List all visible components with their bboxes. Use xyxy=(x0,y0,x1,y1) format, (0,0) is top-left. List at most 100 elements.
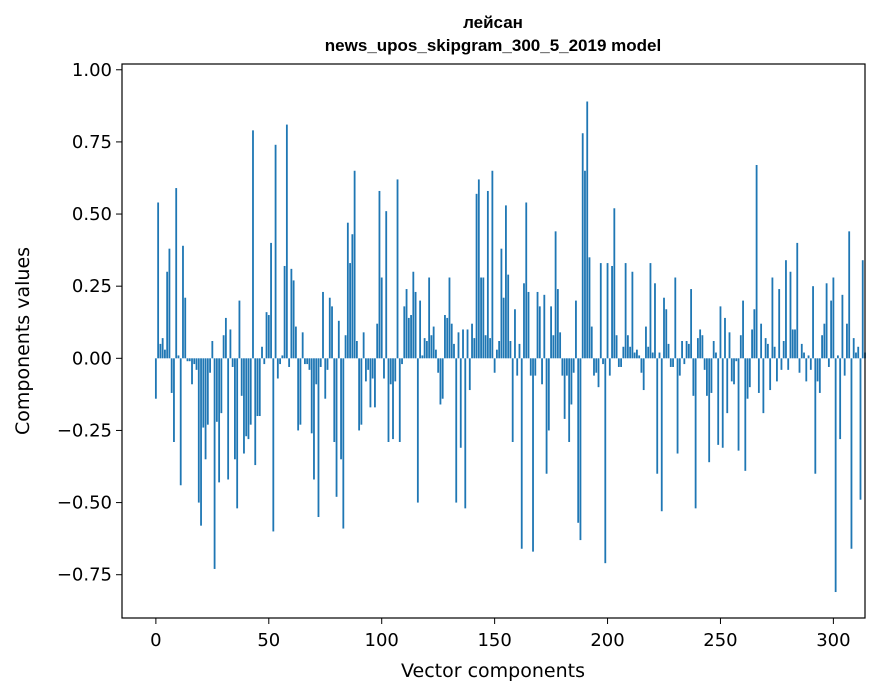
bar-157 xyxy=(509,341,512,359)
bar-96 xyxy=(371,358,374,379)
bar-43 xyxy=(252,130,254,359)
bar-35 xyxy=(234,358,236,460)
bar-214 xyxy=(638,355,641,359)
bar-69 xyxy=(310,358,313,434)
bar-8 xyxy=(173,358,175,442)
bar-101 xyxy=(383,358,385,379)
bar-13 xyxy=(184,297,187,359)
bar-173 xyxy=(545,358,548,474)
bar-50 xyxy=(267,315,270,359)
bar-109 xyxy=(401,358,403,365)
bar-108 xyxy=(398,358,401,442)
bar-206 xyxy=(620,358,622,367)
bar-264 xyxy=(751,329,753,359)
bar-201 xyxy=(608,358,611,376)
bar-294 xyxy=(818,358,821,393)
bar-105 xyxy=(392,358,394,440)
bar-60 xyxy=(290,268,293,359)
bar-164 xyxy=(525,202,528,359)
bar-221 xyxy=(654,283,656,359)
bar-253 xyxy=(726,358,729,414)
bar-266 xyxy=(755,164,758,359)
bar-239 xyxy=(694,358,697,509)
bar-119 xyxy=(423,338,426,359)
bar-136 xyxy=(462,329,464,359)
bar-311 xyxy=(857,346,860,359)
bar-141 xyxy=(473,338,476,359)
bar-56 xyxy=(281,355,284,359)
bar-288 xyxy=(805,358,808,382)
bar-3 xyxy=(161,338,164,359)
bar-17 xyxy=(193,358,196,365)
bar-19 xyxy=(197,358,200,503)
bar-249 xyxy=(717,358,720,445)
bar-195 xyxy=(595,358,598,373)
bar-78 xyxy=(331,306,333,359)
bar-72 xyxy=(317,358,320,518)
bar-153 xyxy=(500,248,503,359)
bar-261 xyxy=(744,358,747,471)
bar-150 xyxy=(493,358,496,373)
bar-152 xyxy=(498,341,501,359)
bar-48 xyxy=(263,358,266,365)
bar-161 xyxy=(518,343,521,359)
bar-52 xyxy=(272,358,275,532)
bar-32 xyxy=(227,358,230,480)
bar-68 xyxy=(308,358,311,370)
bar-126 xyxy=(439,358,442,405)
chart-title-line1: лейсан xyxy=(463,13,523,32)
bar-162 xyxy=(520,358,523,549)
bar-231 xyxy=(676,358,679,454)
bar-295 xyxy=(821,335,823,359)
bar-115 xyxy=(414,291,417,359)
bar-86 xyxy=(349,263,351,359)
bar-188 xyxy=(579,358,582,541)
bar-31 xyxy=(224,317,227,359)
bar-63 xyxy=(297,358,300,431)
bar-1 xyxy=(157,202,160,359)
bar-156 xyxy=(507,274,510,359)
bar-128 xyxy=(444,315,446,359)
bar-5 xyxy=(166,271,169,359)
bar-7 xyxy=(170,358,173,393)
bar-212 xyxy=(633,352,636,359)
bar-65 xyxy=(301,332,304,359)
bar-62 xyxy=(294,326,297,359)
bar-218 xyxy=(647,346,650,359)
bar-21 xyxy=(202,358,205,428)
bar-300 xyxy=(832,277,835,359)
bar-284 xyxy=(796,242,799,359)
bar-11 xyxy=(179,358,182,486)
bar-88 xyxy=(353,170,356,359)
bar-12 xyxy=(182,245,184,359)
bar-296 xyxy=(823,323,826,359)
bar-137 xyxy=(464,358,467,509)
bar-278 xyxy=(782,341,785,359)
y-tick-label: −0.75 xyxy=(57,565,112,586)
bar-138 xyxy=(466,329,469,359)
bar-95 xyxy=(369,358,372,408)
bar-98 xyxy=(376,323,379,359)
bar-265 xyxy=(753,309,756,359)
bar-27 xyxy=(215,358,218,422)
y-tick-label: 0.00 xyxy=(72,348,112,369)
bar-190 xyxy=(584,170,586,359)
bar-286 xyxy=(800,343,803,359)
bar-309 xyxy=(852,338,855,359)
bar-178 xyxy=(556,289,559,359)
bar-23 xyxy=(206,358,209,425)
bar-30 xyxy=(222,335,225,359)
bar-189 xyxy=(581,133,584,359)
bar-140 xyxy=(471,323,473,359)
bar-73 xyxy=(319,358,322,367)
bar-38 xyxy=(240,358,243,396)
bar-167 xyxy=(532,358,534,552)
bar-252 xyxy=(724,317,726,359)
bar-171 xyxy=(541,358,543,385)
bar-220 xyxy=(651,352,654,359)
bar-181 xyxy=(563,358,566,419)
bar-77 xyxy=(328,297,331,359)
bar-155 xyxy=(505,205,507,359)
bar-25 xyxy=(211,341,214,359)
